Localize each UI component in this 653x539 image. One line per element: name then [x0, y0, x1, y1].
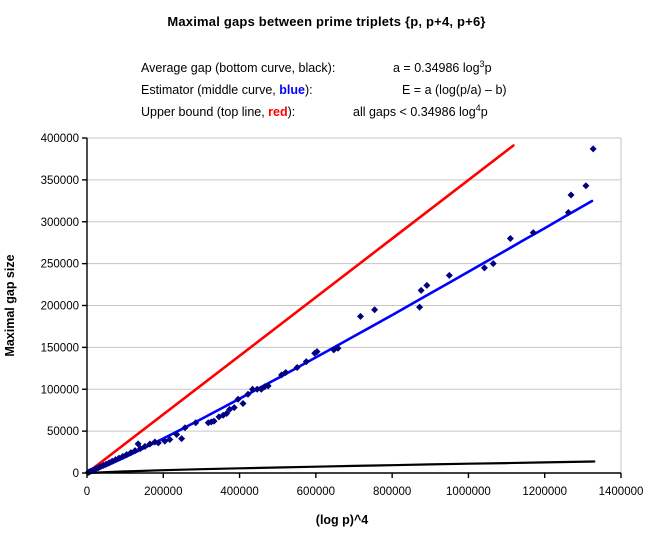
- scatter-point: [423, 281, 431, 289]
- upper-bound-line: [85, 144, 515, 475]
- estimator-line: [87, 199, 594, 474]
- y-tick-label: 200000: [41, 301, 79, 313]
- legend-row-upper-bound: Upper bound (top line, red): all gaps < …: [0, 102, 653, 122]
- scatter-point: [244, 390, 252, 398]
- scatter-point: [293, 363, 301, 371]
- scatter-point: [506, 235, 514, 242]
- scatter-point: [239, 399, 247, 407]
- y-tick-label: 250000: [41, 259, 79, 271]
- x-tick-label: 0: [84, 486, 90, 498]
- y-tick-label: 300000: [41, 217, 79, 229]
- scatter-point: [445, 271, 453, 279]
- legend-color-word-blue: blue: [279, 83, 305, 97]
- scatter-point: [234, 395, 242, 403]
- y-tick-label: 150000: [41, 342, 79, 354]
- x-tick-label: 1000000: [446, 486, 491, 498]
- scatter-point: [489, 260, 497, 268]
- scatter-point: [567, 191, 575, 199]
- scatter-point: [178, 435, 186, 443]
- x-tick-label: 400000: [220, 486, 258, 498]
- legend-formula-average-gap: a = 0.34986 log3p: [393, 58, 492, 75]
- scatter-point: [166, 436, 174, 443]
- scatter-point: [173, 430, 181, 438]
- legend-formula-upper-bound: all gaps < 0.34986 log4p: [353, 102, 488, 119]
- legend-label-average-gap: Average gap (bottom curve, black):: [141, 61, 336, 75]
- y-tick-label: 50000: [47, 426, 79, 438]
- legend-label-upper-bound: Upper bound (top line, red):: [141, 105, 296, 119]
- average-gap-curve: [85, 460, 596, 475]
- scatter-point: [582, 182, 590, 190]
- legend-row-estimator: Estimator (middle curve, blue): E = a (l…: [0, 83, 653, 100]
- x-tick-label: 1200000: [522, 486, 567, 498]
- y-tick-label: 400000: [41, 133, 79, 145]
- y-tick-label: 100000: [41, 384, 79, 396]
- scatter-point: [313, 348, 321, 356]
- scatter-point: [264, 382, 272, 390]
- scatter-point: [141, 442, 149, 450]
- scatter-point: [210, 417, 218, 425]
- y-axis-title: Maximal gap size: [3, 254, 17, 356]
- scatter-point: [480, 264, 488, 272]
- legend-label-estimator: Estimator (middle curve, blue):: [141, 83, 313, 97]
- scatter-point: [154, 439, 162, 447]
- scatter-point: [564, 209, 572, 217]
- scatter-point: [282, 369, 290, 376]
- x-tick-label: 1400000: [599, 486, 644, 498]
- scatter-point: [230, 404, 238, 412]
- y-tick-label: 0: [73, 468, 79, 480]
- x-tick-label: 600000: [297, 486, 335, 498]
- scatter-point: [356, 312, 364, 320]
- scatter-point: [529, 229, 537, 237]
- legend-row-average-gap: Average gap (bottom curve, black): a = 0…: [0, 58, 653, 78]
- scatter-point: [223, 410, 231, 418]
- scatter-point: [253, 385, 261, 393]
- scatter-point: [249, 385, 257, 393]
- legend-formula-estimator: E = a (log(p/a) – b): [402, 83, 507, 97]
- scatter-point: [181, 424, 189, 432]
- chart-title: Maximal gaps between prime triplets {p, …: [167, 14, 486, 29]
- scatter-point: [417, 286, 425, 294]
- scatter-point: [589, 145, 597, 153]
- x-axis-title: (log p)^4: [316, 513, 368, 527]
- x-tick-label: 200000: [144, 486, 182, 498]
- scatter-point: [131, 447, 139, 455]
- scatter-point: [192, 419, 200, 427]
- scatter-point: [302, 358, 310, 366]
- scatter-point: [416, 303, 424, 311]
- scatter-point: [334, 344, 342, 352]
- scatter-point: [371, 306, 379, 314]
- legend-color-word-red: red: [268, 105, 288, 119]
- x-tick-label: 800000: [373, 486, 411, 498]
- y-tick-label: 350000: [41, 175, 79, 187]
